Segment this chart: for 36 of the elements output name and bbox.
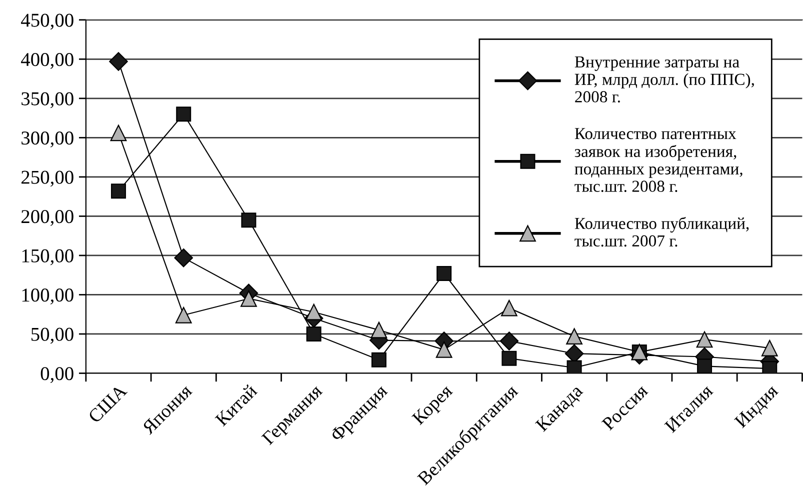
- point: [697, 358, 712, 374]
- point: [306, 304, 322, 320]
- point: [240, 290, 257, 307]
- y-tick-label: 250,00: [21, 170, 74, 187]
- point: [436, 341, 452, 358]
- point: [762, 361, 778, 374]
- point: [371, 352, 386, 368]
- y-tick-label: 200,00: [21, 210, 74, 226]
- point: [306, 326, 322, 342]
- point: [761, 340, 778, 356]
- y-tick-label: 450,00: [21, 14, 74, 30]
- point: [436, 266, 452, 282]
- point: [566, 360, 582, 374]
- point: [370, 322, 388, 338]
- point: [174, 248, 193, 268]
- point: [566, 328, 582, 345]
- point: [500, 300, 518, 316]
- legend-label: Количество публикаций, тыс.шт. 2007 г.: [574, 216, 749, 247]
- y-tick-label: 0,00: [40, 367, 74, 383]
- point: [241, 212, 256, 228]
- point: [696, 331, 713, 348]
- point: [500, 332, 519, 350]
- point: [176, 106, 192, 122]
- y-tick-label: 300,00: [22, 131, 74, 148]
- y-tick-label: 150,00: [22, 249, 74, 266]
- y-tick-label: 100,00: [22, 288, 74, 304]
- point: [110, 184, 126, 199]
- point: [109, 52, 128, 71]
- point: [175, 306, 192, 324]
- point: [110, 124, 127, 142]
- point: [502, 350, 517, 366]
- legend-label: Внутренние затраты на ИР, млрд долл. (по ППС), 2008 г.: [574, 56, 754, 102]
- y-tick-label: 350,00: [22, 92, 74, 108]
- y-tick-label: 400,00: [21, 52, 74, 69]
- y-tick-label: 50,00: [31, 328, 74, 344]
- legend-label: Количество патентных заявок на изобретения, поданных резидентами, тыс.шт. 2008 г.: [574, 128, 742, 192]
